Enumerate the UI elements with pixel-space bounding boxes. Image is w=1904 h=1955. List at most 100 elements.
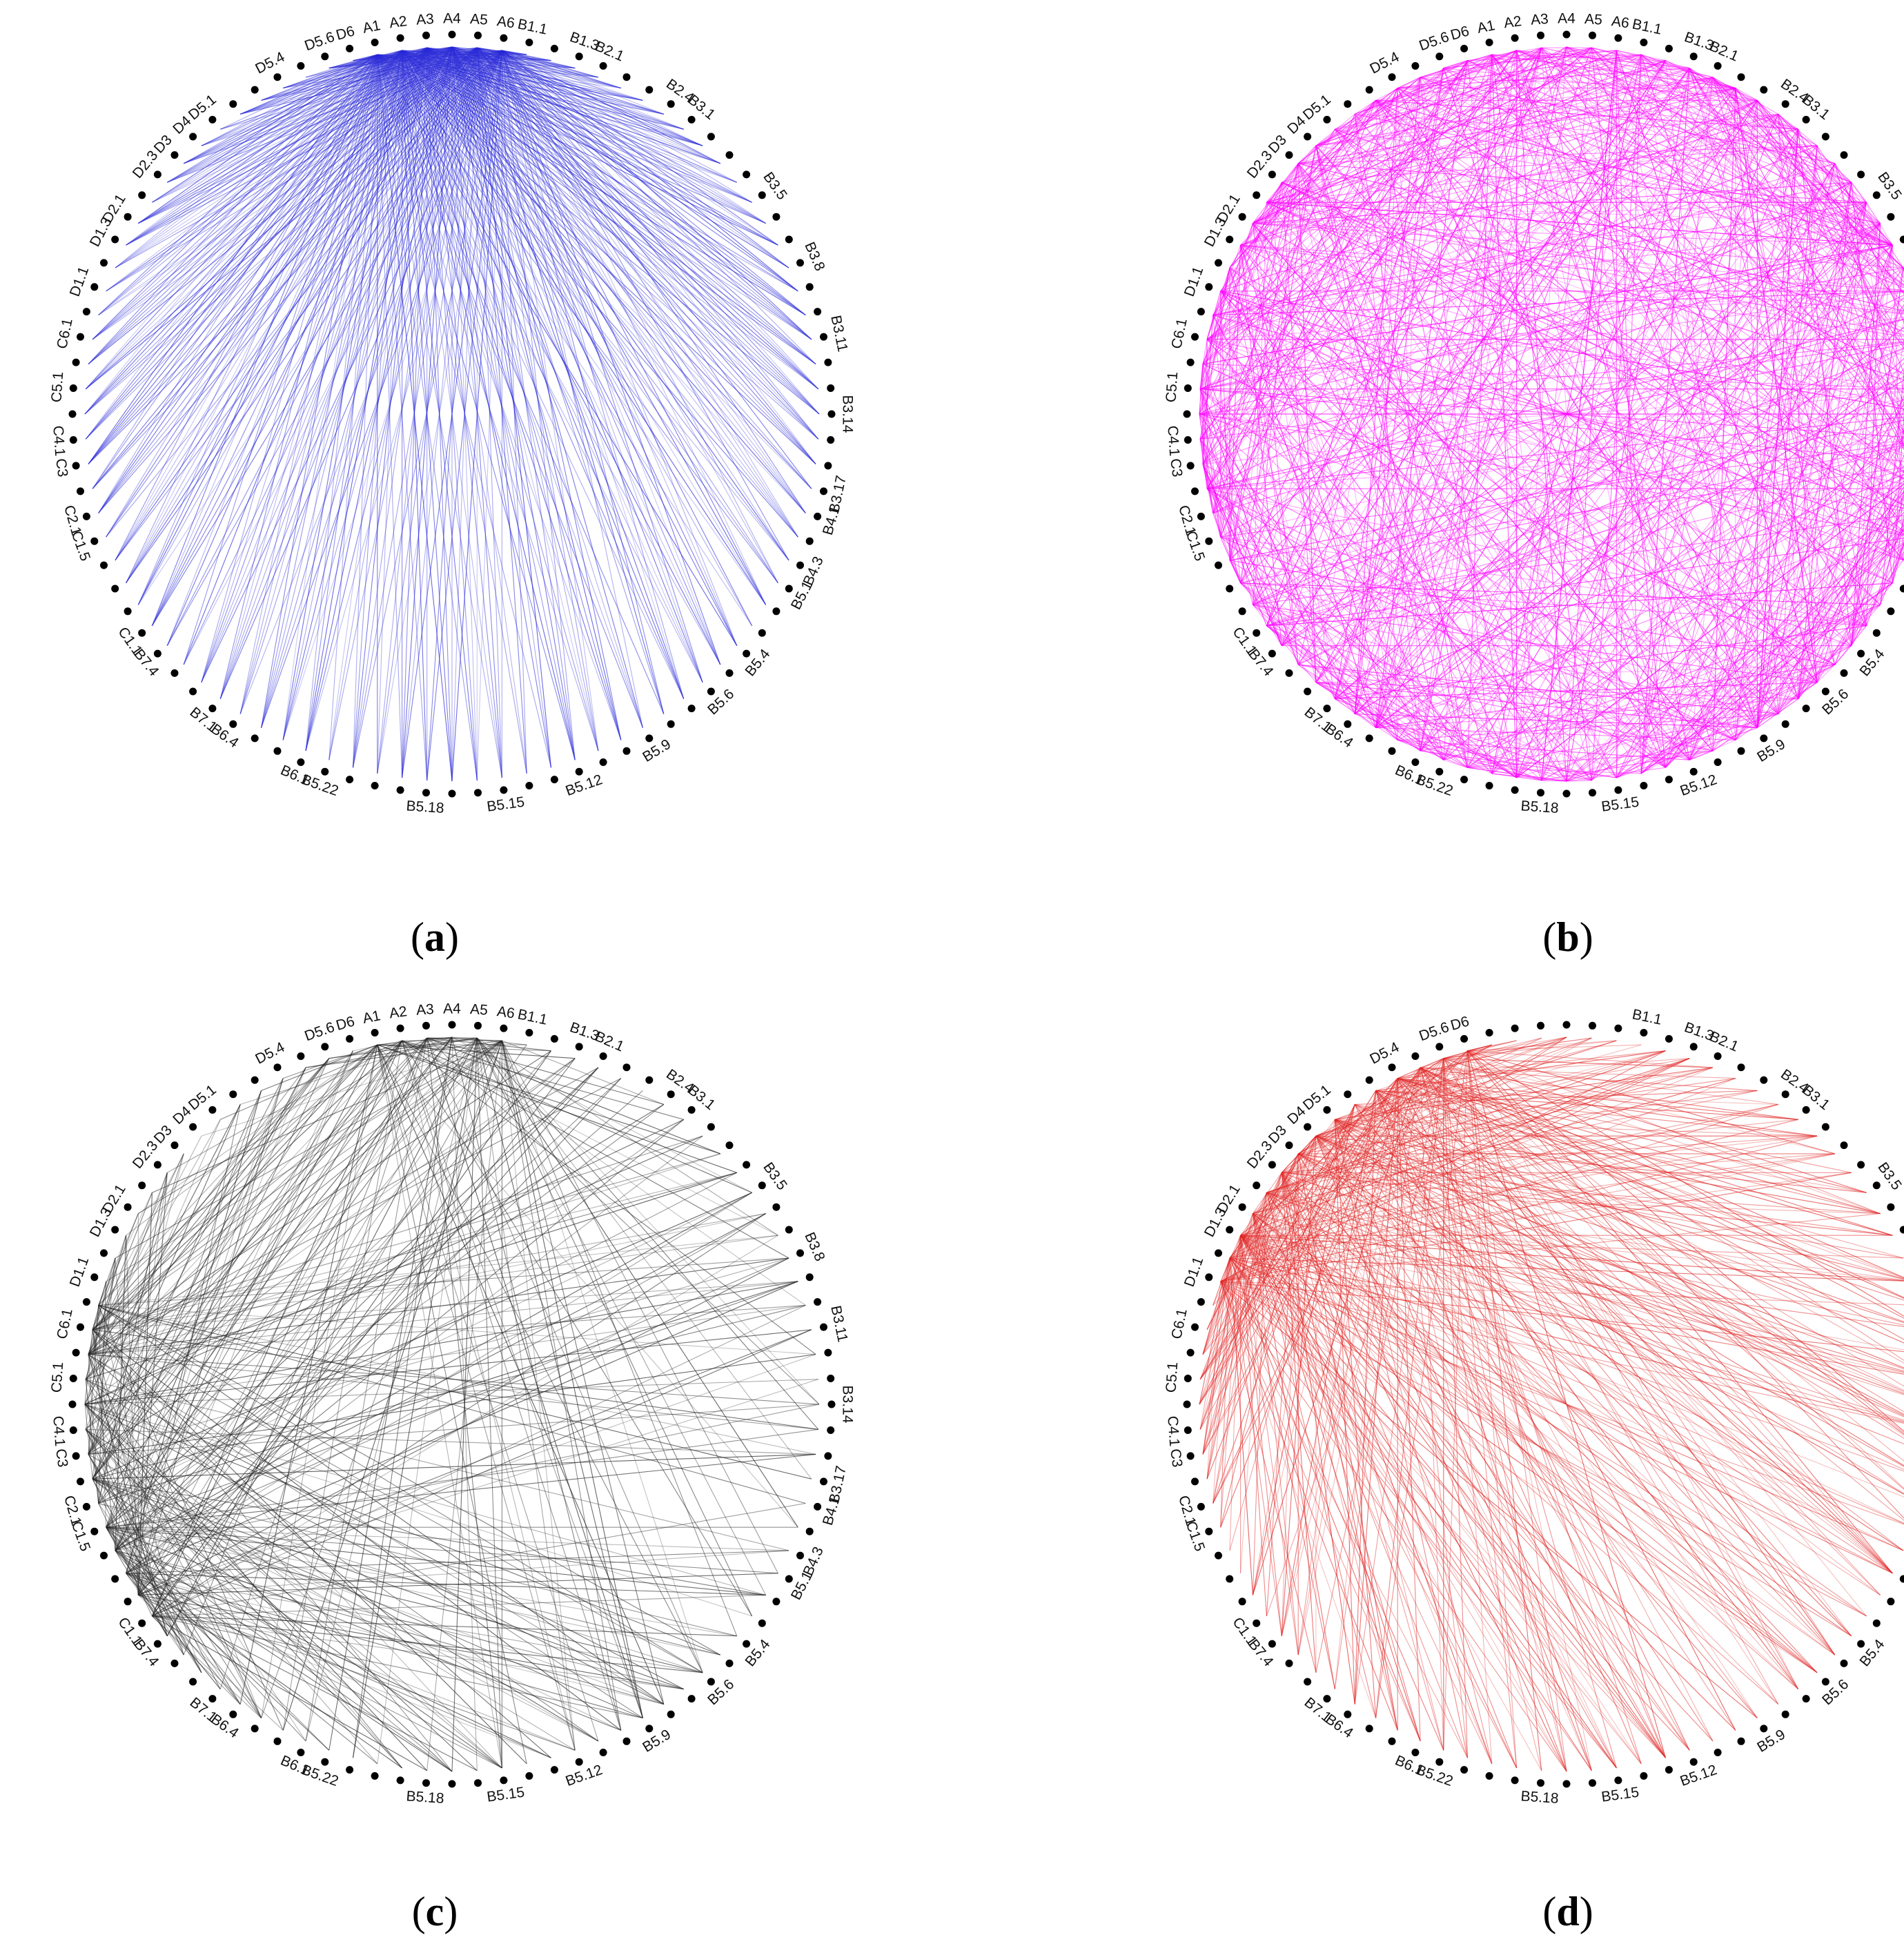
node-b-A3 <box>1537 31 1544 39</box>
edge-a-326 <box>476 47 806 315</box>
edge-b-382 <box>1798 560 1904 700</box>
edge-d-413 <box>1466 1050 1567 1772</box>
node-label-c-B5.12: B5.12 <box>564 1762 605 1789</box>
edge-a-51 <box>219 54 378 699</box>
edge-b-552 <box>1375 698 1798 729</box>
edge-a-291 <box>88 46 453 464</box>
node-c-B5.1 <box>785 1575 793 1583</box>
edge-c-171 <box>115 1550 453 1772</box>
edge-d-13 <box>1220 1281 1818 1673</box>
edge-b-787 <box>1253 223 1904 561</box>
edge-c-254 <box>88 1454 202 1673</box>
node-c-D1.2 <box>100 1249 108 1257</box>
node-a-B6.1 <box>297 758 305 766</box>
edge-b-522 <box>1443 55 1493 760</box>
node-a-A5 <box>474 31 482 39</box>
edge-b-249 <box>1420 409 1904 751</box>
node-d-A5 <box>1589 1021 1596 1030</box>
edge-c-56 <box>328 1037 453 1059</box>
node-c-C1.5 <box>90 1527 99 1535</box>
edge-b-337 <box>1689 625 1867 760</box>
edge-b-219 <box>1756 100 1904 295</box>
edge-d-178 <box>1199 1172 1282 1379</box>
node-b-C1.5 <box>1205 537 1213 545</box>
edge-c-241 <box>92 1090 262 1480</box>
node-a-D2.3 <box>153 170 161 179</box>
edge-c-76 <box>426 1037 502 1041</box>
edge-a-249 <box>451 46 806 315</box>
edge-b-728 <box>1206 77 1714 340</box>
edge-a-434 <box>151 50 502 627</box>
node-b-B5.3 <box>1872 629 1881 637</box>
edge-d-302 <box>1354 1090 1377 1705</box>
edge-b-832 <box>1315 146 1542 780</box>
edge-c-60 <box>476 1037 819 1430</box>
edge-c-179 <box>115 1078 284 1551</box>
edge-b-683 <box>1200 202 1867 440</box>
node-c-A3 <box>422 1021 430 1030</box>
edge-a-458 <box>353 50 502 61</box>
node-c-B5.12 <box>575 1758 583 1766</box>
edge-c-293 <box>85 1040 403 1380</box>
node-label-d-B6.1: B6.1 <box>1393 1753 1426 1779</box>
edge-b-489 <box>1541 129 1799 781</box>
edge-d-36 <box>1229 1257 1818 1673</box>
edge-c-183 <box>106 1037 478 1528</box>
edge-a-431 <box>201 50 502 683</box>
edge-b-652 <box>1213 513 1666 768</box>
edge-d-340 <box>1229 1078 1398 1259</box>
node-b-C1.4 <box>1215 561 1222 569</box>
node-c-D2.2 <box>138 1181 146 1190</box>
edge-b-356 <box>1735 88 1836 665</box>
edge-b-323 <box>1892 540 1904 583</box>
edge-c-193 <box>106 1526 766 1595</box>
edge-a-384 <box>328 47 478 69</box>
node-b-C4.2 <box>1183 410 1191 418</box>
node-label-b-C2.1: C2.1 <box>1175 504 1199 538</box>
edge-c-345 <box>92 1329 453 1772</box>
edge-b-252 <box>1282 181 1904 381</box>
edge-b-416 <box>1735 482 1904 740</box>
edge-b-879 <box>1420 77 1904 350</box>
edge-a-452 <box>201 50 502 146</box>
node-b-C1.1 <box>1253 629 1261 637</box>
edge-b-304 <box>1253 515 1904 605</box>
edge-b-575 <box>1334 698 1398 740</box>
edge-a-333 <box>476 47 806 513</box>
edge-b-587 <box>1297 350 1904 665</box>
edge-a-280 <box>261 46 453 728</box>
edge-d-132 <box>1266 1192 1904 1326</box>
edge-b-398 <box>1229 267 1779 715</box>
edge-c-130 <box>126 1235 139 1595</box>
edge-b-143 <box>1541 145 1818 781</box>
node-d-B2.2 <box>1737 1063 1745 1072</box>
edge-c-48 <box>138 1037 427 1215</box>
edge-b-754 <box>1220 291 1666 768</box>
edge-b-425 <box>1541 750 1713 781</box>
edge-a-234 <box>328 47 427 69</box>
node-label-d-C4.1: C4.1 <box>1164 1415 1182 1447</box>
node-label-c-B3.8: B3.8 <box>801 1230 827 1264</box>
edge-b-436 <box>1240 244 1690 760</box>
edge-b-873 <box>1220 88 1398 538</box>
edge-b-881 <box>1220 77 1421 538</box>
edge-d-191 <box>1297 1153 1904 1417</box>
edge-c-126 <box>138 1594 551 1758</box>
edge-b-662 <box>1207 440 1904 489</box>
node-a-B4.2 <box>805 537 814 545</box>
edge-d-102 <box>1253 1213 1904 1281</box>
edge-a-371 <box>88 47 478 365</box>
edge-c-228 <box>92 1453 816 1480</box>
edge-d-358 <box>1420 1067 1642 1765</box>
edge-c-42 <box>305 1038 428 1742</box>
edge-d-348 <box>1420 1067 1904 1319</box>
edge-b-103 <box>1735 88 1758 101</box>
edge-a-74 <box>220 54 378 130</box>
edge-a-399 <box>502 50 812 340</box>
node-d-B3.1 <box>1802 1106 1810 1114</box>
edge-b-440 <box>1665 403 1904 768</box>
node-label-c-C4.1: C4.1 <box>50 1415 68 1447</box>
edge-d-128 <box>1266 1135 1818 1193</box>
edge-c-134 <box>137 1104 241 1595</box>
node-d-B5.13 <box>1665 1766 1673 1774</box>
